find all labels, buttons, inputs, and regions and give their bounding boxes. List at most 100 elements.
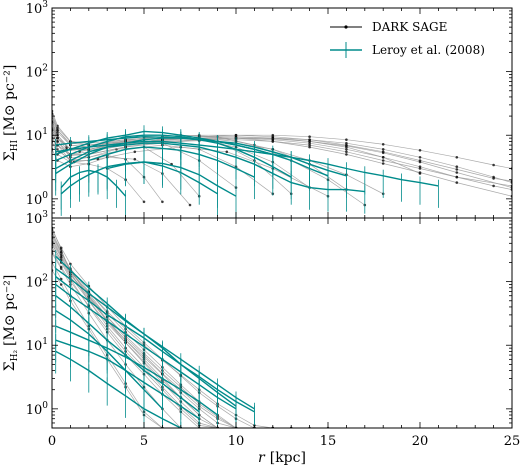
- bottom-leroy-line: [55, 325, 219, 416]
- top-dark-sage-point: [455, 168, 459, 171]
- bottom-y-axis-label-symbol: Σ: [2, 361, 18, 371]
- bottom-y-tick-label-exp: 2: [42, 274, 48, 284]
- bottom-leroy-line: [55, 276, 255, 413]
- top-dark-sage-point: [455, 171, 459, 174]
- top-y-axis-label: ΣHI [M⊙ pc⁻²]: [2, 65, 20, 162]
- top-panel-frame: [51, 7, 513, 219]
- bottom-dark-sage-line: [52, 244, 273, 428]
- top-y-axis-label-subscript: HI: [10, 140, 20, 152]
- top-dark-sage-point: [455, 181, 459, 184]
- top-dark-sage-point: [418, 167, 422, 170]
- top-dark-sage-point: [308, 145, 311, 149]
- top-dark-sage-point: [381, 159, 385, 162]
- top-axis-ticks: [51, 7, 513, 219]
- bottom-dark-sage-point: [59, 256, 63, 259]
- bottom-x-tick-label: 0: [48, 434, 56, 449]
- top-dark-sage-point: [455, 175, 459, 179]
- top-dark-sage-point: [56, 136, 59, 140]
- top-dark-sage-point: [308, 143, 311, 147]
- top-dark-sage-point: [381, 148, 385, 151]
- top-dark-sage-point: [308, 141, 311, 145]
- top-dark-sage-point: [418, 156, 422, 159]
- top-y-tick-label-base: 10: [26, 129, 43, 144]
- top-y-tick-label-base: 10: [26, 2, 43, 17]
- top-y-axis-label-symbol: Σ: [2, 151, 18, 161]
- bottom-panel-frame: [51, 217, 513, 429]
- bottom-x-tick-label: 25: [504, 434, 520, 449]
- top-dark-sage-line: [52, 130, 200, 197]
- top-dark-sage-point: [345, 153, 348, 156]
- bottom-leroy-line: [55, 350, 182, 428]
- top-data-layer: [52, 109, 512, 218]
- bottom-data-layer: [52, 226, 330, 428]
- top-dark-sage-point: [492, 163, 495, 167]
- top-dark-sage-point: [418, 165, 422, 168]
- top-y-tick-label: 103: [26, 0, 49, 17]
- top-dark-sage-point: [381, 151, 385, 155]
- bottom-x-axis-label: r [kpc]: [258, 450, 306, 466]
- top-y-tick-label-exp: 1: [42, 127, 48, 137]
- legend: DARK SAGE Leroy et al. (2008): [330, 20, 485, 58]
- bottom-y-tick-label-base: 10: [26, 276, 43, 291]
- top-dark-sage-point: [492, 177, 495, 180]
- bottom-y-axis-label-subscript: H₂: [10, 350, 20, 362]
- top-dark-sage-point: [345, 148, 348, 151]
- top-leroy-line: [88, 146, 255, 178]
- legend-sim-swatch-marker: [344, 25, 348, 29]
- bottom-dark-sage-point: [59, 265, 63, 269]
- top-dark-sage-point: [308, 135, 311, 138]
- bottom-leroy-line: [55, 268, 255, 410]
- bottom-x-axis-label-units: [kpc]: [270, 450, 306, 466]
- bottom-y-tick-label-base: 10: [26, 403, 43, 418]
- top-y-tick-label: 100: [26, 191, 49, 208]
- bottom-y-tick-label-exp: 0: [42, 401, 48, 411]
- bottom-y-tick-label: 101: [26, 337, 48, 354]
- top-dark-sage-point: [188, 203, 192, 207]
- top-leroy-line: [55, 140, 439, 187]
- top-dark-sage-point: [56, 128, 59, 132]
- bottom-x-axis-label-symbol: r: [258, 450, 266, 466]
- bottom-axis-ticks: [51, 217, 513, 429]
- bottom-y-tick-label-exp: 3: [42, 210, 48, 220]
- top-leroy-line: [60, 169, 127, 197]
- top-dark-sage-point: [345, 141, 348, 145]
- bottom-dark-sage-point: [69, 262, 72, 266]
- bottom-y-tick-label: 102: [26, 274, 48, 291]
- top-dark-sage-point: [455, 165, 459, 168]
- top-y-tick-label-exp: 2: [42, 64, 48, 74]
- top-dark-sage-point: [161, 200, 164, 204]
- top-dark-sage-point: [418, 160, 422, 164]
- top-dark-sage-line: [52, 114, 512, 182]
- top-dark-sage-line: [52, 122, 512, 169]
- top-dark-sage-point: [345, 138, 348, 141]
- bottom-dark-sage-point: [59, 246, 63, 250]
- bottom-x-tick-labels: 0 5 10 15 20 25: [48, 434, 520, 449]
- top-dark-sage-point: [133, 157, 137, 161]
- bottom-y-tick-label: 100: [26, 401, 49, 418]
- top-dark-sage-point: [225, 150, 229, 154]
- bottom-dark-sage-line: [52, 270, 181, 428]
- bottom-dark-sage-line: [52, 241, 328, 428]
- top-y-tick-label: 101: [26, 127, 48, 144]
- top-leroy-line: [60, 161, 237, 197]
- bottom-y-axis-label: ΣH₂ [M⊙ pc⁻²]: [2, 275, 20, 372]
- top-dark-sage-point: [133, 150, 137, 154]
- top-leroy-line: [55, 135, 329, 177]
- bottom-y-tick-label-base: 10: [26, 212, 43, 227]
- top-dark-sage-point: [271, 140, 275, 143]
- bottom-y-tick-label: 103: [26, 210, 49, 227]
- legend-sim-label: DARK SAGE: [372, 20, 447, 34]
- bottom-x-tick-label: 5: [140, 434, 148, 449]
- top-y-tick-label-base: 10: [26, 66, 43, 81]
- top-dark-sage-point: [381, 143, 385, 146]
- top-dark-sage-point: [271, 137, 275, 141]
- bottom-dark-sage-line: [52, 246, 200, 428]
- bottom-y-tick-label-base: 10: [26, 339, 43, 354]
- top-dark-sage-point: [308, 140, 311, 143]
- top-dark-sage-point: [234, 133, 238, 137]
- bottom-x-tick-label: 10: [228, 434, 245, 449]
